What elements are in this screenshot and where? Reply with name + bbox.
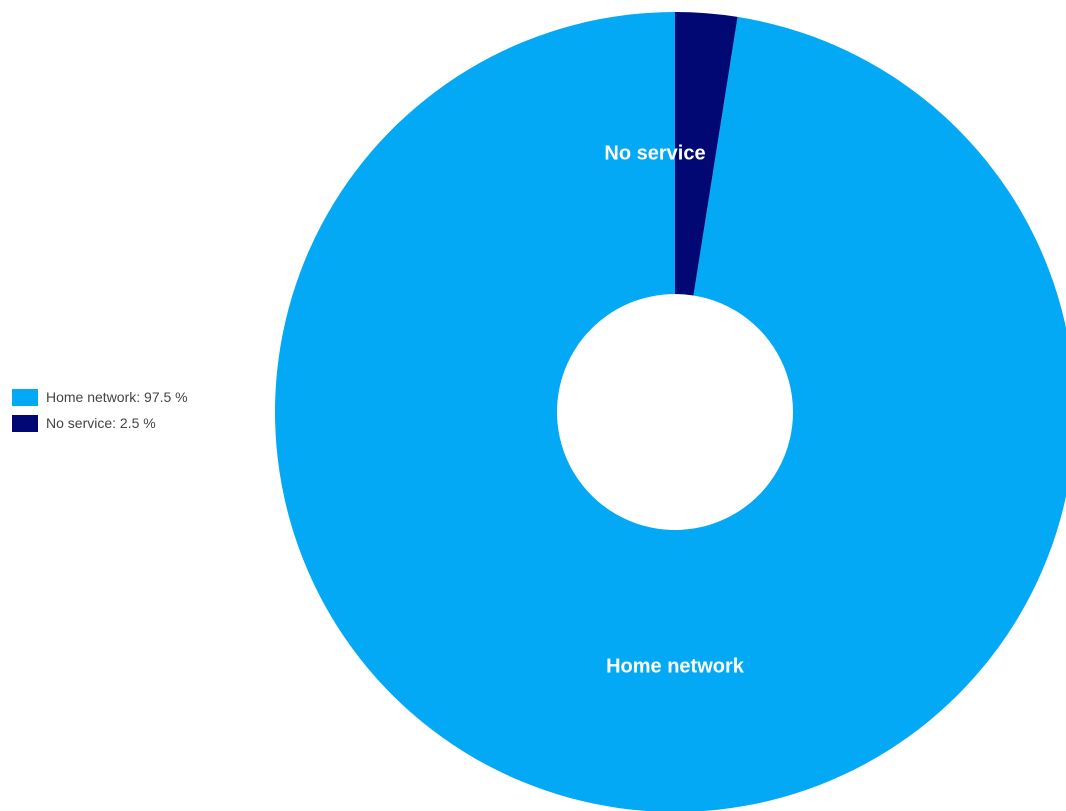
slice-label-no-service: No service <box>604 142 705 164</box>
chart-legend: Home network: 97.5 % No service: 2.5 % <box>12 386 188 438</box>
legend-label-home-network: Home network: 97.5 % <box>46 388 188 405</box>
legend-item-no-service[interactable]: No service: 2.5 % <box>12 412 188 434</box>
slice-label-home-network: Home network <box>606 655 745 677</box>
legend-item-home-network[interactable]: Home network: 97.5 % <box>12 386 188 408</box>
legend-swatch-home-network <box>12 388 38 406</box>
legend-swatch-no-service <box>12 414 38 432</box>
slice-no-service[interactable] <box>675 12 738 296</box>
slice-home-network[interactable] <box>275 12 1066 811</box>
legend-label-no-service: No service: 2.5 % <box>46 414 156 431</box>
